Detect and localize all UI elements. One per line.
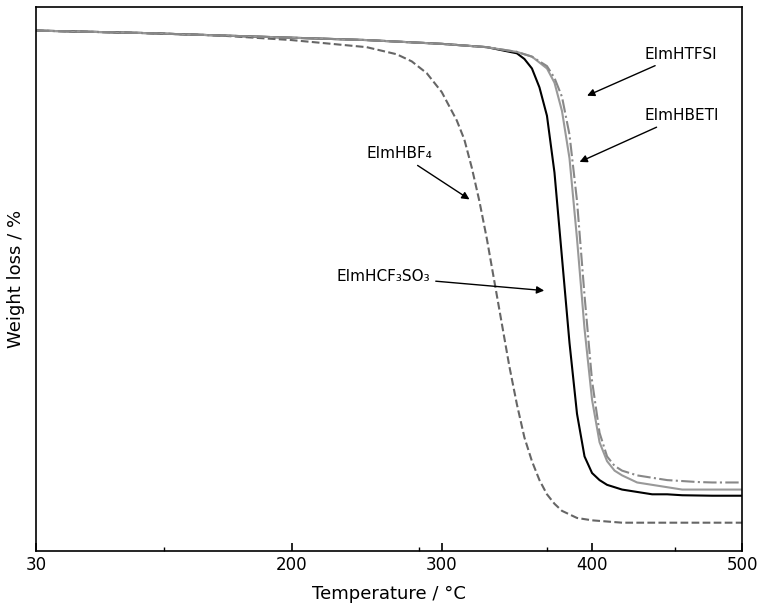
Text: EImHBETI: EImHBETI xyxy=(581,108,719,162)
Text: EImHBF₄: EImHBF₄ xyxy=(366,146,468,199)
Text: EImHTFSI: EImHTFSI xyxy=(588,47,718,95)
Y-axis label: Weight loss / %: Weight loss / % xyxy=(7,210,25,348)
Text: EImHCF₃SO₃: EImHCF₃SO₃ xyxy=(337,269,542,293)
X-axis label: Temperature / °C: Temperature / °C xyxy=(312,585,466,603)
